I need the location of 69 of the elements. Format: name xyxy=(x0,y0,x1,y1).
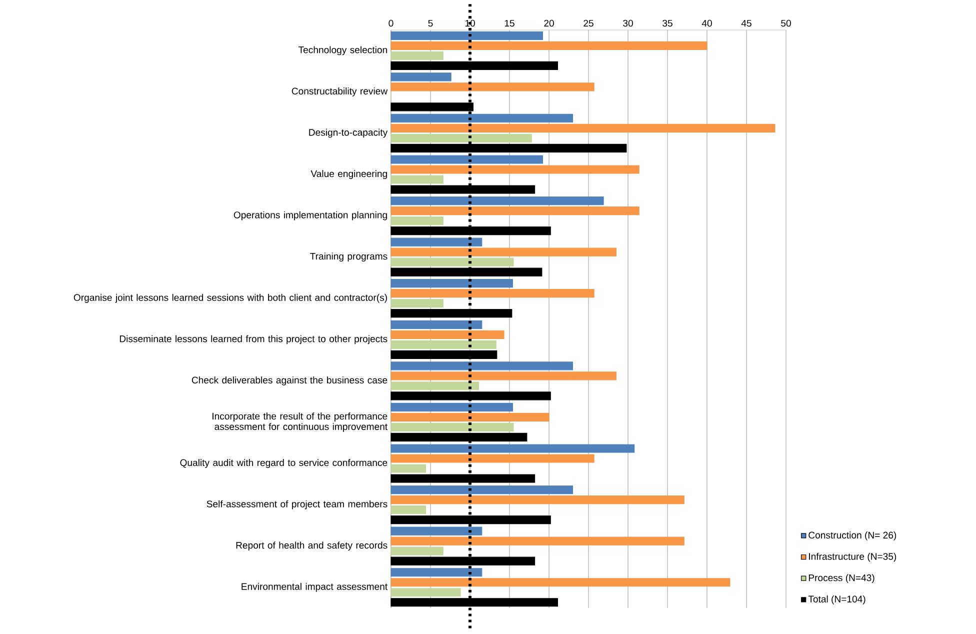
bar xyxy=(390,340,496,349)
y-tick-label: Operations implementation planning xyxy=(234,211,387,220)
bar xyxy=(390,82,594,92)
bar xyxy=(390,41,708,50)
bar xyxy=(390,546,444,556)
legend-label: Construction (N= 26) xyxy=(808,532,896,540)
x-tick-label: 20 xyxy=(544,20,554,27)
bar xyxy=(390,495,684,504)
bar xyxy=(390,526,482,536)
legend-label: Process (N=43) xyxy=(808,574,874,584)
y-tick-label: Organise joint lessons learned sessions with both client and contractor(s) xyxy=(74,294,387,303)
bar xyxy=(390,238,482,246)
legend-label: Total (N=104) xyxy=(808,595,866,604)
bar xyxy=(390,330,504,339)
bar xyxy=(390,72,452,82)
bar xyxy=(390,382,479,390)
y-tick-label: Check deliverables against the business case xyxy=(192,376,388,386)
bar xyxy=(390,175,444,184)
bar xyxy=(390,588,461,597)
y-tick-label: Technology selection xyxy=(298,46,387,56)
bar xyxy=(390,412,550,422)
y-tick-label: Self-assessment of project team members xyxy=(206,500,388,510)
bar xyxy=(390,568,482,577)
bar xyxy=(390,299,444,308)
bar xyxy=(390,444,635,453)
bar xyxy=(390,206,640,216)
bar xyxy=(390,248,616,256)
bar xyxy=(390,485,574,494)
y-tick-label: Report of health and safety records xyxy=(236,542,388,551)
y-tick-label: Training programs xyxy=(310,252,388,262)
x-tick-label: 40 xyxy=(702,20,712,27)
y-tick-label: Environmental impact assessment xyxy=(242,582,388,592)
x-tick-label: 5 xyxy=(428,20,433,27)
y-tick-label: Constructability review xyxy=(292,87,388,96)
bar xyxy=(390,124,776,133)
bar xyxy=(390,216,444,226)
y-tick-label: Quality audit with regard to service conformance xyxy=(180,459,388,468)
y-tick-label: Value engineering xyxy=(310,170,387,179)
bar xyxy=(390,362,574,370)
bar xyxy=(390,372,616,380)
x-tick-label: 15 xyxy=(504,20,514,27)
x-tick-label: 45 xyxy=(741,20,752,27)
bar xyxy=(390,464,426,473)
bar xyxy=(390,51,444,60)
y-tick-label: Incorporate the result of the performance assessment for continuous improvement xyxy=(212,412,388,432)
legend-label: Infrastructure (N=35) xyxy=(809,552,896,562)
x-tick-label: 25 xyxy=(584,20,594,27)
bar xyxy=(390,134,532,143)
x-tick-label: 35 xyxy=(662,20,672,27)
bar xyxy=(390,289,594,298)
bar xyxy=(390,258,514,266)
bar xyxy=(390,196,604,206)
bar xyxy=(390,114,574,123)
bar xyxy=(390,505,426,514)
x-tick-label: 30 xyxy=(623,20,633,27)
y-tick-label: Disseminate lessons learned from this project to other projects xyxy=(120,335,388,344)
bar xyxy=(390,536,684,546)
bar xyxy=(390,578,730,587)
x-tick-label: 0 xyxy=(388,20,394,27)
bar xyxy=(390,320,482,329)
y-tick-label: Design-to-capacity xyxy=(309,128,388,138)
bar xyxy=(390,402,513,412)
bar xyxy=(390,165,640,174)
bar xyxy=(390,279,513,288)
bar xyxy=(390,31,543,40)
bar xyxy=(390,454,594,463)
bar xyxy=(390,422,514,432)
bar xyxy=(390,155,543,164)
x-tick-label: 50 xyxy=(781,20,791,27)
